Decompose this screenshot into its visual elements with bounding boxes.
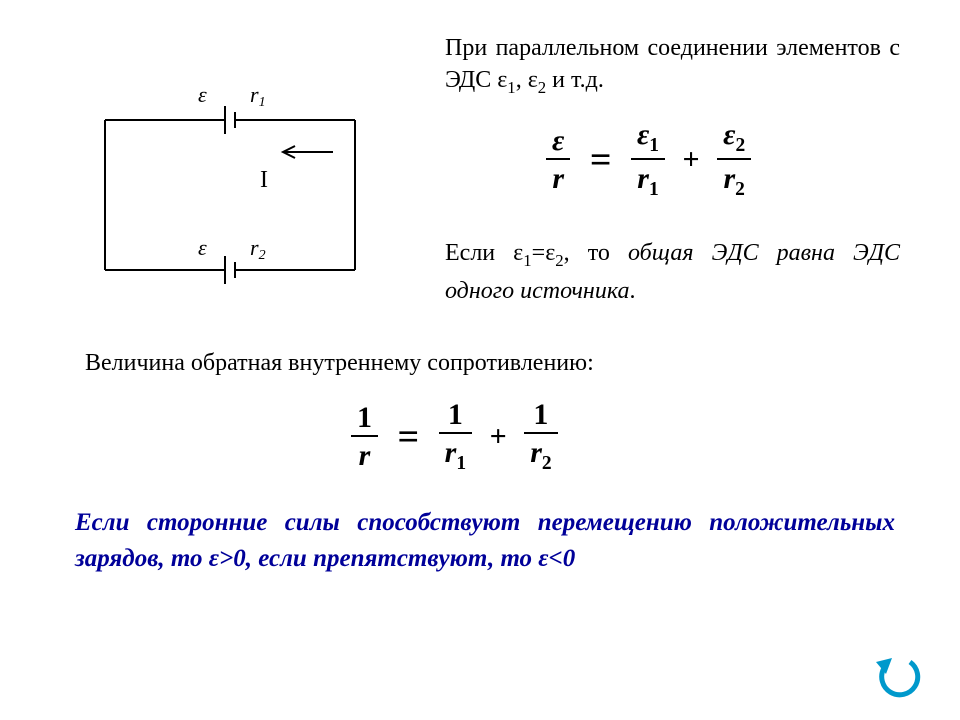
nav-return-icon[interactable] bbox=[870, 650, 925, 705]
f1-t2ns: 2 bbox=[735, 135, 745, 156]
para2: Если ε1=ε2, то общая ЭДС равна ЭДС одног… bbox=[445, 235, 900, 309]
formula1: ε r = ε1 r1 + ε2 r2 bbox=[540, 120, 757, 199]
f1-t2d: r bbox=[723, 162, 735, 195]
f1-eq: = bbox=[584, 138, 618, 182]
svg-text:r2: r2 bbox=[250, 235, 266, 263]
f1-t1ns: 1 bbox=[649, 135, 659, 156]
para2-c: , то bbox=[564, 240, 628, 266]
f2-t2d: r bbox=[530, 436, 542, 469]
para2-sub1: 1 bbox=[523, 251, 531, 270]
f1-lhs-den: r bbox=[546, 160, 570, 194]
f2-t2ds: 2 bbox=[542, 453, 552, 474]
para1-sub1: 1 bbox=[507, 78, 515, 97]
f1-t2n: ε bbox=[723, 118, 735, 151]
para1-c: и т.д. bbox=[546, 67, 604, 93]
svg-text:I: I bbox=[260, 167, 268, 193]
para2-sub2: 2 bbox=[555, 251, 563, 270]
f1-t2ds: 2 bbox=[735, 179, 745, 200]
svg-text:r1: r1 bbox=[250, 90, 266, 110]
para4-text: Если сторонние силы способствуют перемещ… bbox=[75, 509, 895, 572]
circuit-diagram: ε r1 ε r2 I bbox=[85, 90, 375, 300]
para2-a: Если ε bbox=[445, 240, 523, 266]
f1-t1n: ε bbox=[637, 118, 649, 151]
para2-b: =ε bbox=[532, 240, 556, 266]
f2-lhs-num: 1 bbox=[351, 403, 378, 437]
formula2: 1 r = 1 r1 + 1 r2 bbox=[345, 400, 564, 474]
f2-plus: + bbox=[486, 420, 511, 454]
f2-t1n: 1 bbox=[439, 400, 472, 434]
f2-t2n: 1 bbox=[524, 400, 557, 434]
para1: При параллельном соединении элементов с … bbox=[445, 32, 900, 100]
para3: Величина обратная внутреннему сопротивле… bbox=[85, 350, 900, 377]
f2-lhs-den: r bbox=[351, 437, 378, 471]
f1-t1ds: 1 bbox=[649, 179, 659, 200]
f2-t1ds: 1 bbox=[456, 453, 466, 474]
f1-plus: + bbox=[679, 143, 704, 177]
f1-lhs-num: ε bbox=[546, 126, 570, 160]
para2-d: . bbox=[629, 278, 635, 304]
f1-t1d: r bbox=[637, 162, 649, 195]
f2-t1d: r bbox=[445, 436, 457, 469]
f2-eq: = bbox=[392, 415, 426, 459]
svg-text:ε: ε bbox=[198, 235, 207, 260]
para3-text: Величина обратная внутреннему сопротивле… bbox=[85, 350, 594, 376]
para4: Если сторонние силы способствуют перемещ… bbox=[75, 505, 895, 578]
svg-text:ε: ε bbox=[198, 90, 207, 107]
para1-sub2: 2 bbox=[538, 78, 546, 97]
para1-b: , ε bbox=[516, 67, 538, 93]
